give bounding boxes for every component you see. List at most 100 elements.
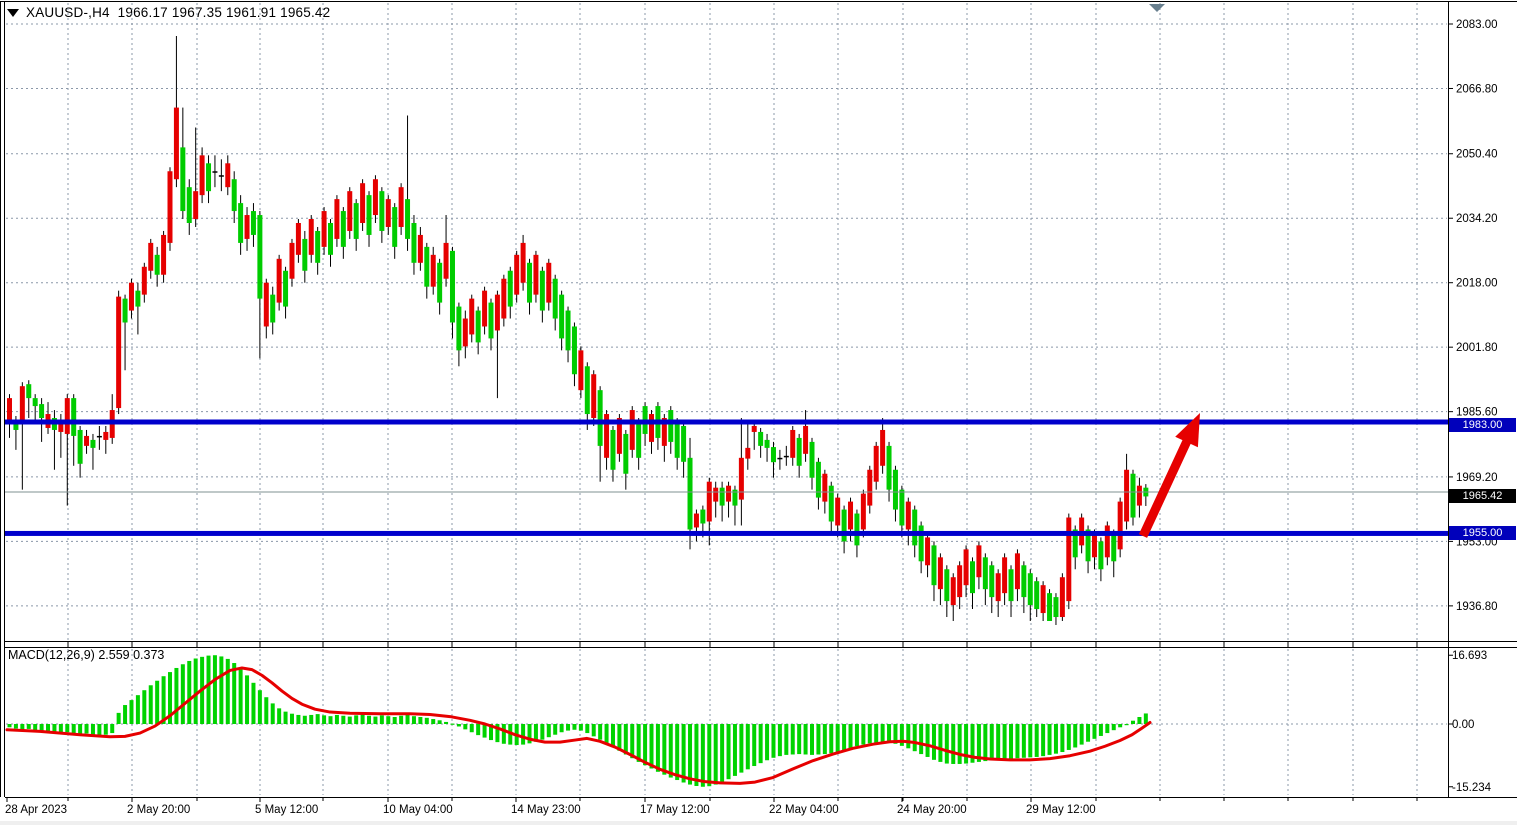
macd-histogram-bar: [33, 724, 38, 731]
macd-histogram-bar: [996, 724, 1001, 760]
macd-histogram-bar: [302, 715, 307, 724]
candle-body: [1098, 541, 1104, 570]
time-axis-label: 17 May 12:00: [640, 804, 710, 816]
window-bottom-edge: [0, 821, 1517, 825]
macd-histogram-bar: [675, 724, 680, 781]
macd-histogram-bar: [148, 685, 153, 724]
candle-body: [347, 191, 353, 231]
candle-body: [7, 398, 12, 424]
candle-body: [308, 219, 314, 255]
candle-body: [430, 254, 436, 287]
candle-body: [912, 509, 918, 546]
candle-body: [1021, 565, 1027, 598]
macd-histogram-bar: [521, 724, 526, 745]
candle-body: [880, 429, 886, 466]
candle-body: [13, 420, 19, 430]
candle-body: [1059, 577, 1065, 618]
candle-body: [719, 487, 725, 506]
candle-body: [777, 457, 783, 460]
macd-histogram-bar: [444, 721, 449, 724]
candle-body: [873, 445, 879, 482]
candle-body: [328, 223, 333, 255]
time-axis-label: 5 May 12:00: [255, 804, 318, 816]
macd-histogram-bar: [315, 714, 320, 724]
macd-histogram-bar: [643, 724, 648, 766]
candle-body: [186, 187, 192, 223]
trend-arrow-head[interactable]: [1175, 413, 1200, 448]
macd-histogram-bar: [495, 724, 500, 743]
macd-histogram-bar: [123, 705, 128, 724]
support-line[interactable]: [5, 530, 1448, 536]
macd-histogram-bar: [52, 724, 57, 733]
candle-body: [764, 439, 770, 448]
trend-arrow[interactable]: [1138, 413, 1200, 538]
macd-histogram-bar: [129, 700, 134, 724]
symbol-dropdown-icon[interactable]: [7, 9, 19, 18]
chart-shift-marker-icon[interactable]: [1149, 4, 1165, 12]
macd-histogram-bar: [867, 724, 872, 744]
time-axis-label: 28 Apr 2023: [5, 804, 67, 816]
macd-histogram-bar: [501, 724, 506, 744]
macd-histogram-bar: [700, 724, 705, 787]
candle-body: [385, 199, 391, 227]
candle-body: [982, 557, 988, 590]
candle-body: [482, 290, 488, 327]
candle-body: [681, 425, 687, 462]
candle-body: [295, 223, 301, 255]
candle-body: [533, 254, 539, 295]
candle-body: [1072, 529, 1078, 558]
candle-body: [514, 254, 520, 295]
candle-body: [321, 211, 327, 247]
macd-histogram-bar: [816, 724, 821, 755]
macd-histogram-bar: [431, 719, 436, 724]
candle-body: [19, 386, 25, 422]
candle-body: [828, 485, 834, 522]
macd-histogram-bar: [668, 724, 673, 778]
macd-histogram-bar: [887, 724, 892, 743]
symbol-quote-ohlc: 1966.17 1967.35 1961.91 1965.42: [117, 5, 331, 20]
candle-body: [154, 254, 160, 275]
candle-body: [790, 429, 796, 458]
macd-histogram-bar: [957, 724, 962, 764]
macd-histogram-bar: [919, 724, 924, 755]
macd-histogram-bar: [71, 724, 76, 734]
candle-body: [989, 565, 995, 598]
candle-body: [1040, 585, 1046, 614]
candle-body: [796, 437, 802, 466]
macd-histogram-bar: [418, 716, 423, 724]
macd-histogram-bar: [1111, 724, 1116, 731]
candle-body: [250, 211, 256, 235]
macd-histogram-bar: [289, 713, 294, 724]
price-axis-label: 1985.60: [1456, 407, 1498, 419]
trend-arrow-shaft[interactable]: [1138, 436, 1193, 538]
macd-histogram-bar: [553, 724, 558, 735]
time-axis-label: 22 May 04:00: [769, 804, 839, 816]
candle-body: [488, 302, 494, 339]
candle-body: [64, 398, 70, 434]
candle-body: [244, 215, 250, 239]
macd-histogram-bar: [931, 724, 936, 760]
macd-histogram-bar: [752, 724, 757, 767]
candle-body: [1124, 469, 1130, 522]
candle-body: [944, 569, 950, 602]
candle-body: [1111, 533, 1117, 562]
macd-histogram-bar: [591, 724, 596, 737]
macd-histogram-bar: [822, 724, 827, 755]
macd-histogram-bar: [771, 724, 776, 758]
macd-histogram-bar: [1002, 724, 1007, 760]
macd-axis-label: 0.00: [1452, 719, 1474, 731]
macd-histogram-bar: [392, 716, 397, 724]
macd-histogram-bar: [379, 715, 384, 724]
candle-body: [417, 234, 423, 263]
candle-body: [591, 374, 597, 419]
resistance-line[interactable]: [5, 419, 1448, 425]
candle-body: [931, 545, 937, 586]
time-axis-label: 2 May 20:00: [127, 804, 190, 816]
candle-body: [71, 398, 77, 436]
macd-histogram-bar: [84, 724, 89, 734]
macd-histogram-bar: [469, 724, 474, 733]
macd-histogram-bar: [1021, 724, 1026, 758]
macd-histogram-bar: [559, 724, 564, 733]
candle-body: [148, 242, 154, 271]
